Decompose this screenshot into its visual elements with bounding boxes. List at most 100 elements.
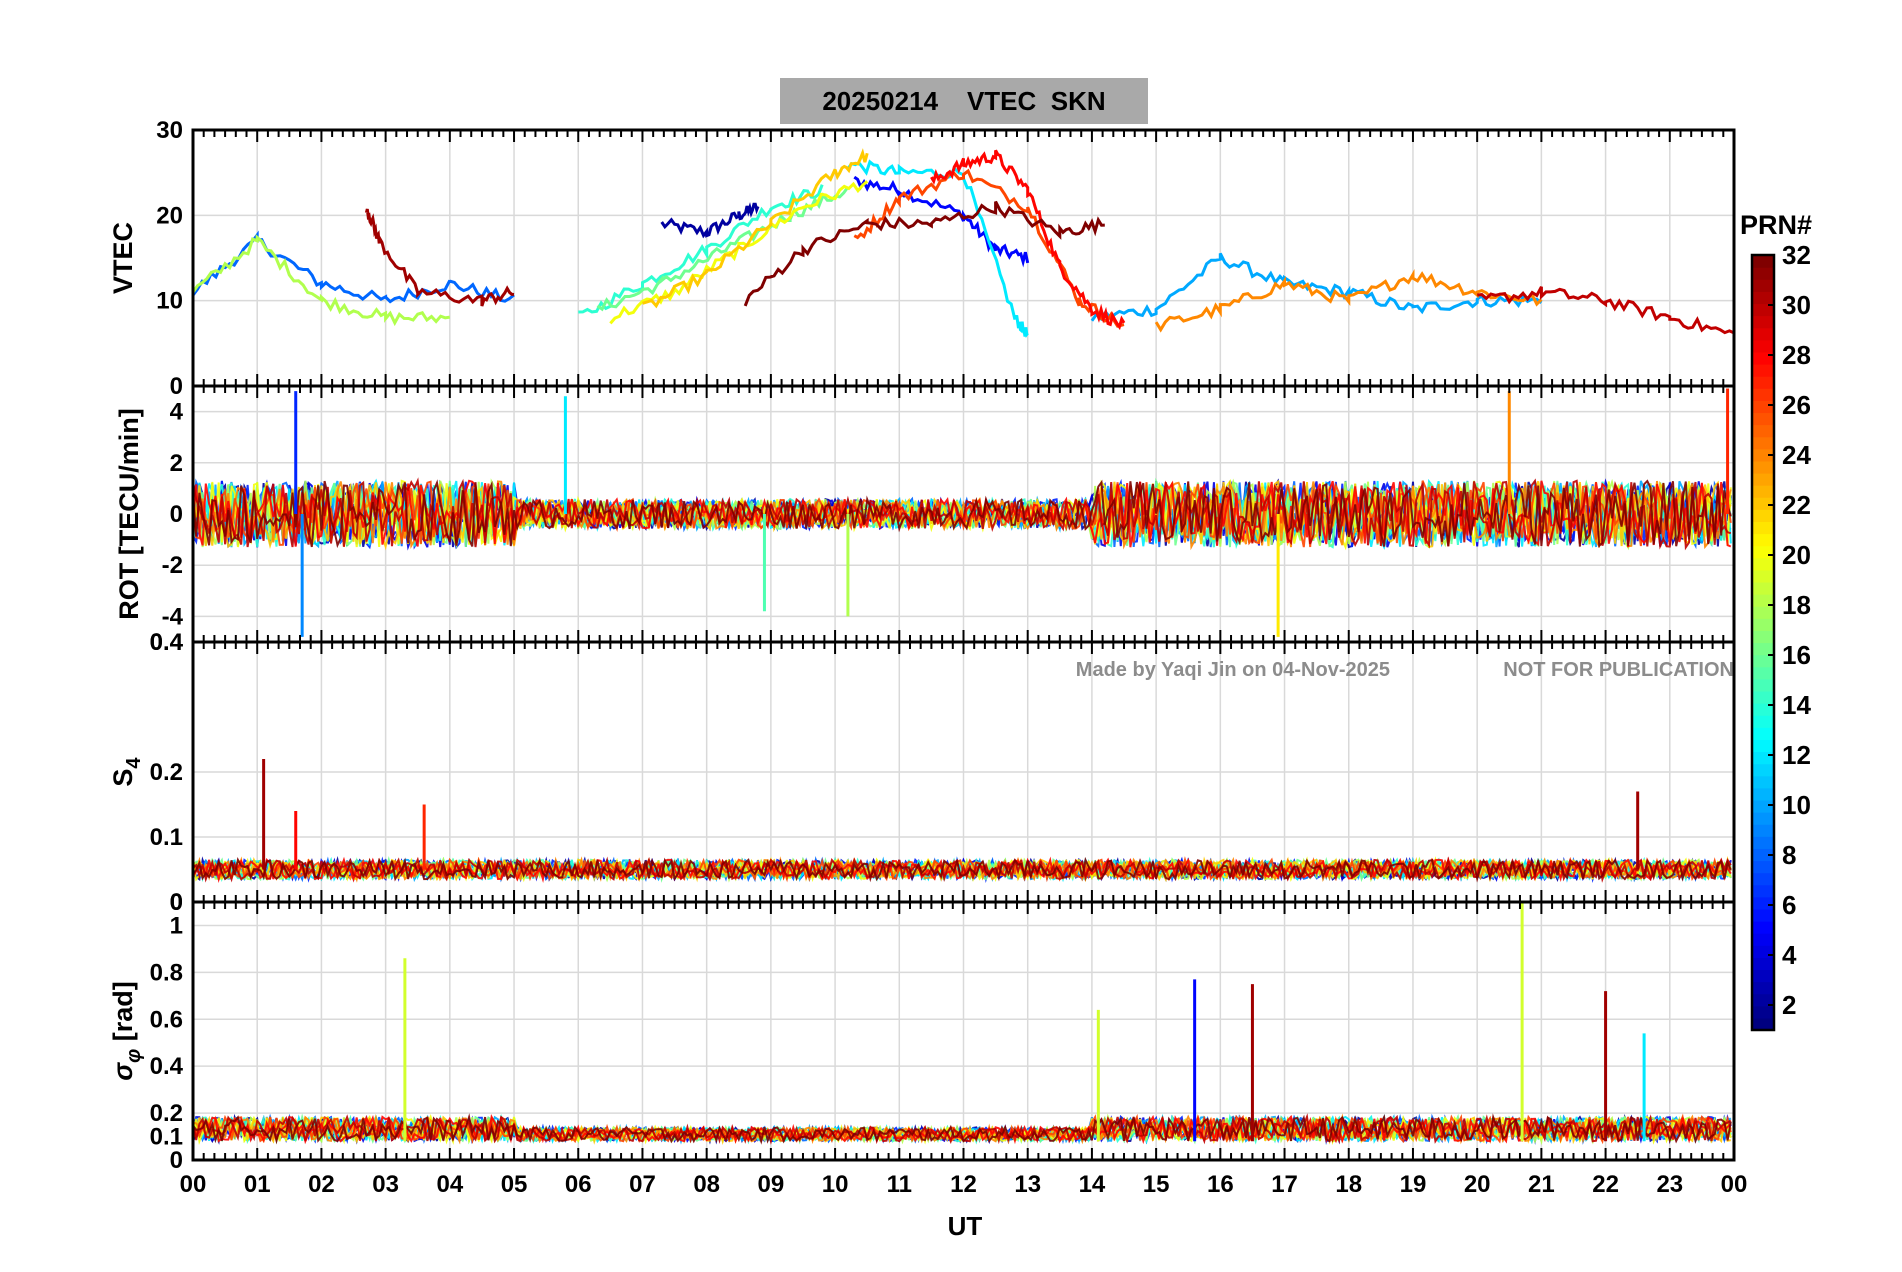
xtick-label: 15 bbox=[1143, 1171, 1170, 1198]
colorbar-segment bbox=[1752, 666, 1774, 680]
xtick-label: 06 bbox=[565, 1171, 592, 1198]
xtick-label: 14 bbox=[1079, 1171, 1106, 1198]
colorbar-tick-label: 20 bbox=[1782, 540, 1811, 570]
colorbar-segment bbox=[1752, 448, 1774, 462]
ytick-label-sigma: 0 bbox=[170, 1147, 183, 1174]
colorbar-segment bbox=[1752, 472, 1774, 486]
xtick-label: 09 bbox=[758, 1171, 785, 1198]
vtec-series-prn-32 bbox=[743, 200, 1105, 307]
colorbar-tick-label: 16 bbox=[1782, 640, 1811, 670]
title-date: 20250214 bbox=[822, 86, 939, 116]
colorbar-segment bbox=[1752, 799, 1774, 813]
colorbar-segment bbox=[1752, 388, 1774, 401]
colorbar-segment bbox=[1752, 751, 1774, 765]
ytick-label-vtec: 10 bbox=[156, 288, 183, 315]
rot-series-prn-32 bbox=[193, 479, 1732, 549]
title-station: SKN bbox=[1050, 86, 1106, 116]
colorbar-segment bbox=[1752, 569, 1774, 583]
colorbar-segment bbox=[1752, 642, 1774, 656]
series-group-sigma bbox=[193, 902, 1732, 1146]
colorbar-segment bbox=[1752, 267, 1774, 280]
colorbar-tick-label: 32 bbox=[1782, 240, 1811, 270]
ytick-label-vtec: 20 bbox=[156, 202, 183, 229]
colorbar-segment bbox=[1752, 824, 1774, 837]
colorbar-segment bbox=[1752, 315, 1774, 329]
colorbar-segment bbox=[1752, 908, 1774, 922]
colorbar-tick-label: 30 bbox=[1782, 290, 1811, 320]
vtec-series-prn-10 bbox=[1090, 252, 1543, 322]
colorbar-segment bbox=[1752, 545, 1774, 559]
colorbar-segment bbox=[1752, 581, 1774, 595]
xtick-label: 12 bbox=[950, 1171, 977, 1198]
xtick-label: 10 bbox=[822, 1171, 849, 1198]
ytick-label-sigma: 0.1 bbox=[150, 1124, 183, 1151]
colorbar-segment bbox=[1752, 1017, 1774, 1031]
colorbar-segment bbox=[1752, 812, 1774, 825]
vtec-series-prn-2 bbox=[660, 202, 760, 239]
colorbar-tick-label: 24 bbox=[1782, 440, 1811, 470]
rot-top-label: 0 bbox=[170, 373, 183, 400]
xtick-label: 17 bbox=[1271, 1171, 1298, 1198]
xtick-label: 07 bbox=[629, 1171, 656, 1198]
xtick-label: 01 bbox=[244, 1171, 271, 1198]
ytick-label-s4: 0.4 bbox=[150, 629, 184, 656]
xtick-label: 19 bbox=[1400, 1171, 1427, 1198]
xtick-label: 18 bbox=[1335, 1171, 1362, 1198]
colorbar-segment bbox=[1752, 775, 1774, 789]
ytick-label-s4: 0.1 bbox=[150, 824, 183, 851]
watermark-author: Made by Yaqi Jin on 04-Nov-2025 bbox=[1076, 659, 1390, 681]
colorbar-segment bbox=[1752, 945, 1774, 958]
ytick-label-rot: 0 bbox=[170, 501, 183, 528]
colorbar-segment bbox=[1752, 594, 1774, 607]
vtec-series-prn-31 bbox=[364, 208, 515, 307]
colorbar-tick-label: 28 bbox=[1782, 340, 1811, 370]
panel-s4: 00.10.20.40.4S4 bbox=[108, 629, 1736, 916]
vtec-series-prn-26 bbox=[853, 168, 1125, 328]
xtick-label: 21 bbox=[1528, 1171, 1555, 1198]
colorbar-segment bbox=[1752, 860, 1774, 874]
s4-series-prn-32 bbox=[193, 856, 1732, 883]
colorbar-segment bbox=[1752, 957, 1774, 971]
colorbar-segment bbox=[1752, 739, 1774, 753]
colorbar-tick-label: 22 bbox=[1782, 490, 1811, 520]
series-group-s4 bbox=[193, 759, 1732, 884]
xtick-label: 00 bbox=[1721, 1171, 1748, 1198]
colorbar-segment bbox=[1752, 884, 1774, 898]
colorbar-segment bbox=[1752, 678, 1774, 692]
colorbar-segment bbox=[1752, 485, 1774, 498]
figure-title: 20250214 VTEC SKN bbox=[780, 78, 1148, 124]
vtec-series-prn-20 bbox=[609, 180, 869, 325]
colorbar-segment bbox=[1752, 521, 1774, 535]
colorbar-segment bbox=[1752, 872, 1774, 886]
colorbar-segment bbox=[1752, 715, 1774, 728]
vtec-series-prn-22 bbox=[642, 148, 869, 309]
sigma-series-prn-32 bbox=[193, 1113, 1732, 1145]
ytick-label-vtec: 30 bbox=[156, 117, 183, 144]
colorbar-segment bbox=[1752, 787, 1774, 801]
colorbar-segment bbox=[1752, 497, 1774, 510]
colorbar-segment bbox=[1752, 606, 1774, 619]
colorbar-segment bbox=[1752, 533, 1774, 547]
colorbar-segment bbox=[1752, 400, 1774, 414]
xtick-label: 04 bbox=[436, 1171, 463, 1198]
colorbar-segment bbox=[1752, 921, 1774, 934]
panel-vtec: 10 20 30 VTEC bbox=[108, 117, 1736, 388]
colorbar-segment bbox=[1752, 351, 1774, 365]
colorbar-segment bbox=[1752, 848, 1774, 862]
colorbar-segment bbox=[1752, 1005, 1774, 1019]
ytick-label-rot: -2 bbox=[162, 552, 183, 579]
ytick-label-sigma: 0.6 bbox=[150, 1006, 183, 1033]
colorbar-tick-label: 6 bbox=[1782, 890, 1796, 920]
colorbar-segment bbox=[1752, 460, 1774, 474]
colorbar-tick-label: 14 bbox=[1782, 690, 1811, 720]
vtec-series-prn-30 bbox=[1477, 286, 1734, 335]
xtick-label: 00 bbox=[180, 1171, 207, 1198]
colorbar-segment bbox=[1752, 981, 1774, 995]
ytick-label-sigma: 0.8 bbox=[150, 959, 183, 986]
xtick-label: 16 bbox=[1207, 1171, 1234, 1198]
xtick-label: 02 bbox=[308, 1171, 335, 1198]
xtick-label: 08 bbox=[693, 1171, 720, 1198]
